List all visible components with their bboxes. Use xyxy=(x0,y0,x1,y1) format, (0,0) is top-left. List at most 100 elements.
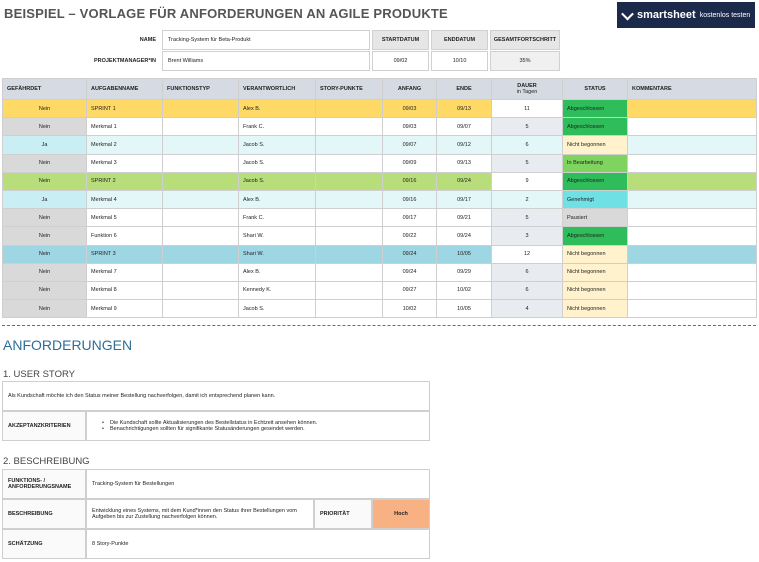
duration-cell[interactable]: 12 xyxy=(491,244,563,264)
end-date-cell[interactable]: 09/13 xyxy=(436,98,492,119)
table-row[interactable]: Nein SPRINT 2 Jacob S. 09/16 09/24 9 Abgeschlo… xyxy=(2,171,757,191)
story-points-cell[interactable] xyxy=(315,280,383,301)
end-date-cell[interactable]: 09/21 xyxy=(436,208,492,228)
feature-type-cell[interactable] xyxy=(162,98,239,119)
end-date-cell[interactable]: 09/29 xyxy=(436,262,492,282)
feature-type-cell[interactable] xyxy=(162,189,239,210)
feature-type-cell[interactable] xyxy=(162,208,239,228)
owner-cell[interactable]: Jacob S. xyxy=(238,171,316,191)
duration-cell[interactable]: 5 xyxy=(491,208,563,228)
feature-type-cell[interactable] xyxy=(162,244,239,264)
start-date-cell[interactable]: 09/03 xyxy=(382,117,437,137)
end-date-cell[interactable]: 09/24 xyxy=(436,226,492,246)
duration-cell[interactable]: 5 xyxy=(491,153,563,173)
duration-cell[interactable]: 2 xyxy=(491,189,563,210)
owner-cell[interactable]: Shari W. xyxy=(238,244,316,264)
owner-cell[interactable]: Kennedy K. xyxy=(238,280,316,301)
risk-cell[interactable]: Nein xyxy=(2,244,87,264)
owner-cell[interactable]: Alex B. xyxy=(238,189,316,210)
end-date-cell[interactable]: 10/05 xyxy=(436,244,492,264)
comments-cell[interactable] xyxy=(627,244,757,264)
table-row[interactable]: Nein Merkmal 9 Jacob S. 10/02 10/05 4 Nicht be… xyxy=(2,299,757,319)
start-date-cell[interactable]: 09/17 xyxy=(382,208,437,228)
start-date-cell[interactable]: 10/02 xyxy=(382,299,437,319)
comments-cell[interactable] xyxy=(627,98,757,119)
duration-cell[interactable]: 3 xyxy=(491,226,563,246)
table-row[interactable]: Nein Funktion 6 Shari W. 09/22 09/24 3 Abgesch… xyxy=(2,226,757,246)
end-date-cell[interactable]: 10/05 xyxy=(436,299,492,319)
duration-cell[interactable]: 5 xyxy=(491,117,563,137)
end-date-cell[interactable]: 09/07 xyxy=(436,117,492,137)
feature-type-cell[interactable] xyxy=(162,171,239,191)
risk-cell[interactable]: Nein xyxy=(2,171,87,191)
feature-type-cell[interactable] xyxy=(162,117,239,137)
status-cell[interactable]: Nicht begonnen xyxy=(562,135,628,155)
story-points-cell[interactable] xyxy=(315,299,383,319)
status-cell[interactable]: Nicht begonnen xyxy=(562,280,628,301)
start-date-cell[interactable]: 09/27 xyxy=(382,280,437,301)
risk-cell[interactable]: Ja xyxy=(2,135,87,155)
end-date-cell[interactable]: 09/24 xyxy=(436,171,492,191)
risk-cell[interactable]: Nein xyxy=(2,299,87,319)
smartsheet-trial-button[interactable]: smartsheet kostenlos testen xyxy=(617,2,755,28)
start-date-cell[interactable]: 09/22 xyxy=(382,226,437,246)
status-cell[interactable]: Abgeschlossen xyxy=(562,226,628,246)
table-row[interactable]: Nein Merkmal 1 Frank C. 09/03 09/07 5 Abgeschl… xyxy=(2,117,757,137)
start-date-cell[interactable]: 09/24 xyxy=(382,244,437,264)
start-date-cell[interactable]: 09/03 xyxy=(382,98,437,119)
task-name-cell[interactable]: Merkmal 1 xyxy=(86,117,163,137)
start-date-cell[interactable]: 09/07 xyxy=(382,135,437,155)
feature-name-field[interactable]: Tracking-System für Bestellungen xyxy=(86,469,430,499)
end-date-cell[interactable]: 09/13 xyxy=(436,153,492,173)
task-name-cell[interactable]: Merkmal 8 xyxy=(86,280,163,301)
end-date-cell[interactable]: 09/17 xyxy=(436,189,492,210)
feature-type-cell[interactable] xyxy=(162,135,239,155)
estimate-field[interactable]: 8 Story-Punkte xyxy=(86,529,430,559)
comments-cell[interactable] xyxy=(627,262,757,282)
duration-cell[interactable]: 6 xyxy=(491,262,563,282)
pm-field[interactable]: Brent Williams xyxy=(162,51,370,71)
comments-cell[interactable] xyxy=(627,226,757,246)
owner-cell[interactable]: Alex B. xyxy=(238,98,316,119)
task-name-cell[interactable]: Merkmal 2 xyxy=(86,135,163,155)
risk-cell[interactable]: Nein xyxy=(2,208,87,228)
task-name-cell[interactable]: Merkmal 7 xyxy=(86,262,163,282)
status-cell[interactable]: Pausiert xyxy=(562,208,628,228)
start-date-field[interactable]: 09/02 xyxy=(372,51,429,71)
status-cell[interactable]: Nicht begonnen xyxy=(562,299,628,319)
start-date-cell[interactable]: 09/09 xyxy=(382,153,437,173)
risk-cell[interactable]: Ja xyxy=(2,189,87,210)
end-date-cell[interactable]: 10/02 xyxy=(436,280,492,301)
owner-cell[interactable]: Shari W. xyxy=(238,226,316,246)
comments-cell[interactable] xyxy=(627,117,757,137)
end-date-cell[interactable]: 09/12 xyxy=(436,135,492,155)
comments-cell[interactable] xyxy=(627,171,757,191)
task-name-cell[interactable]: SPRINT 1 xyxy=(86,98,163,119)
duration-cell[interactable]: 6 xyxy=(491,280,563,301)
status-cell[interactable]: In Bearbeitung xyxy=(562,153,628,173)
table-row[interactable]: Nein SPRINT 3 Shari W. 09/24 10/05 12 Nicht be… xyxy=(2,244,757,264)
story-points-cell[interactable] xyxy=(315,189,383,210)
table-row[interactable]: Nein Merkmal 3 Jacob S. 09/09 09/13 5 In Bearb… xyxy=(2,153,757,173)
duration-cell[interactable]: 6 xyxy=(491,135,563,155)
owner-cell[interactable]: Alex B. xyxy=(238,262,316,282)
story-points-cell[interactable] xyxy=(315,98,383,119)
table-row[interactable]: Nein Merkmal 5 Frank C. 09/17 09/21 5 Pausiert xyxy=(2,208,757,228)
status-cell[interactable]: Abgeschlossen xyxy=(562,98,628,119)
description-field[interactable]: Entwicklung eines Systems, mit dem Kund*… xyxy=(86,499,314,529)
owner-cell[interactable]: Frank C. xyxy=(238,208,316,228)
table-row[interactable]: Ja Merkmal 2 Jacob S. 09/07 09/12 6 Nicht bego… xyxy=(2,135,757,155)
user-story-text[interactable]: Als Kundschaft möchte ich den Status mei… xyxy=(2,381,430,411)
story-points-cell[interactable] xyxy=(315,262,383,282)
story-points-cell[interactable] xyxy=(315,153,383,173)
end-date-field[interactable]: 10/10 xyxy=(431,51,488,71)
comments-cell[interactable] xyxy=(627,208,757,228)
story-points-cell[interactable] xyxy=(315,117,383,137)
duration-cell[interactable]: 9 xyxy=(491,171,563,191)
risk-cell[interactable]: Nein xyxy=(2,280,87,301)
comments-cell[interactable] xyxy=(627,135,757,155)
status-cell[interactable]: Abgeschlossen xyxy=(562,171,628,191)
feature-type-cell[interactable] xyxy=(162,280,239,301)
task-name-cell[interactable]: SPRINT 2 xyxy=(86,171,163,191)
story-points-cell[interactable] xyxy=(315,244,383,264)
